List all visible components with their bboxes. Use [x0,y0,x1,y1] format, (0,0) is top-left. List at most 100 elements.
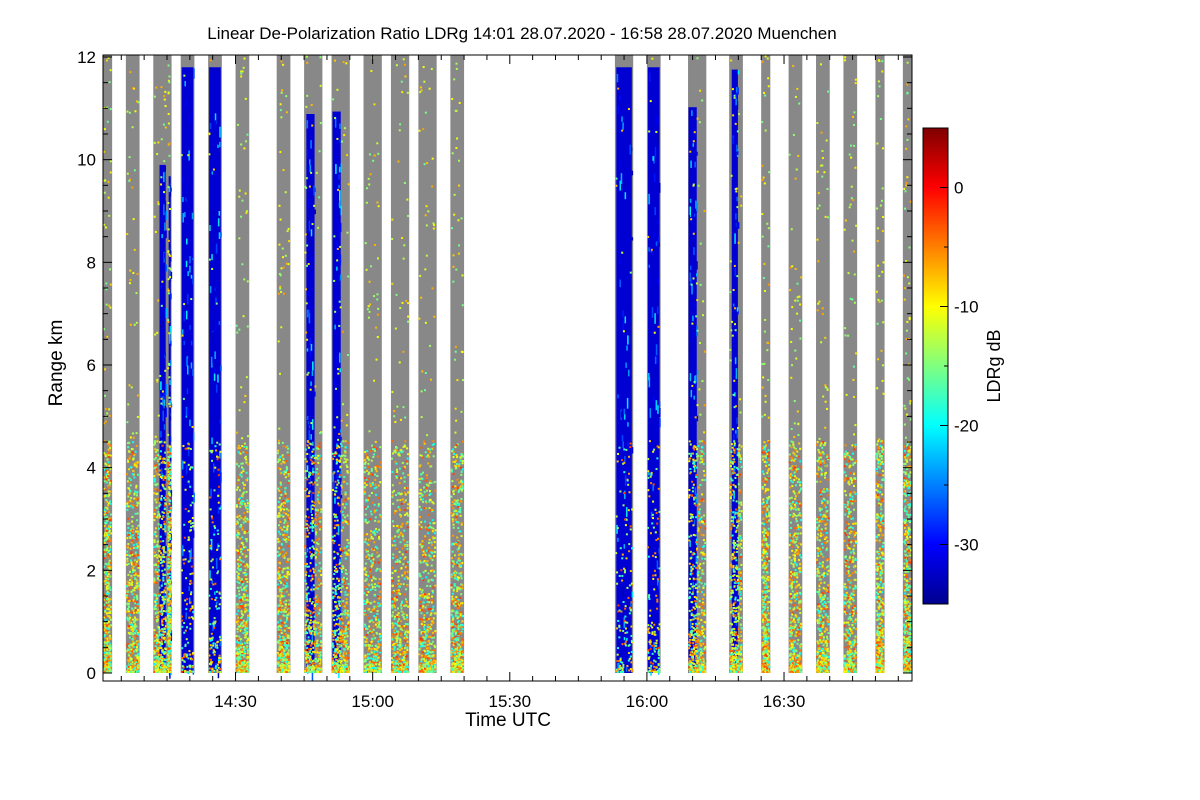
data-pixel [334,614,337,617]
data-pixel [153,512,156,515]
cloud-pixel [212,621,214,631]
data-pixel [211,667,214,670]
data-pixel [242,481,245,484]
data-pixel [245,668,248,671]
cloud-pixel [165,546,167,556]
data-pixel [169,654,172,657]
data-pixel [168,594,171,597]
data-pixel [104,610,107,613]
cloud-pixel [161,234,163,239]
data-pixel [154,647,157,650]
data-pixel [109,668,112,671]
data-pixel [157,670,160,673]
data-pixel [243,451,246,454]
data-pixel [332,591,335,594]
data-pixel [191,572,194,575]
data-pixel [105,656,108,659]
data-pixel [104,407,107,410]
data-pixel [161,663,164,666]
data-pixel [277,572,280,575]
data-pixel [137,664,140,667]
data-pixel [136,473,139,476]
data-pixel [169,494,172,497]
data-pixel [278,639,281,642]
data-pixel [129,547,132,550]
data-pixel [315,666,318,669]
cloud-pixel [214,113,217,125]
data-pixel [184,558,187,561]
cloud-pixel [215,297,217,303]
data-pixel [135,321,138,324]
data-pixel [161,621,164,624]
data-pixel [103,509,106,512]
data-pixel [313,457,316,460]
data-pixel [236,613,239,616]
profile-strip [331,55,350,679]
data-pixel [126,501,129,504]
data-pixel [346,602,349,605]
data-pixel [168,523,171,526]
data-pixel [136,656,139,659]
data-pixel [109,653,112,656]
cloud-pixel [339,368,341,373]
data-pixel [154,333,157,336]
data-pixel [338,625,341,628]
data-pixel [167,451,170,454]
data-pixel [218,654,221,657]
data-pixel [285,262,288,265]
data-pixel [127,667,130,670]
data-pixel [244,506,247,509]
cloud-pixel [169,416,172,421]
data-pixel [309,647,312,650]
data-pixel [104,480,107,483]
data-pixel [280,494,283,497]
data-pixel [236,619,239,622]
data-pixel [306,665,309,668]
data-pixel [343,547,346,550]
data-pixel [108,666,111,669]
data-pixel [238,515,241,518]
cloud-pixel [186,356,188,367]
data-pixel [241,652,244,655]
data-pixel [306,529,309,532]
data-pixel [161,628,164,631]
data-pixel [160,636,163,639]
data-pixel [279,506,282,509]
data-pixel [168,536,171,539]
data-pixel [240,215,243,218]
cloud-pixel [185,310,188,320]
data-pixel [129,269,132,272]
data-pixel [156,514,159,517]
data-pixel [212,649,215,652]
data-pixel [167,511,170,514]
data-pixel [314,385,317,388]
profile-strip [208,55,223,679]
data-pixel [283,582,286,585]
data-pixel [339,654,342,657]
data-pixel [331,539,334,542]
cloud-pixel [192,530,195,538]
data-pixel [162,591,165,594]
data-pixel [282,292,285,295]
data-pixel [278,439,281,442]
data-pixel [245,620,248,623]
data-pixel [311,612,314,615]
data-pixel [285,660,288,663]
data-pixel [126,550,129,553]
data-pixel [127,600,130,603]
data-pixel [287,662,290,665]
data-pixel [131,566,134,569]
data-pixel [167,547,170,550]
data-pixel [109,552,112,555]
data-pixel [236,630,239,633]
data-pixel [103,539,106,542]
data-pixel [337,650,340,653]
data-pixel [157,527,160,530]
data-pixel [164,610,167,613]
cloud-pixel [187,293,189,305]
data-pixel [312,483,315,486]
data-pixel [130,628,133,631]
data-pixel [277,635,280,638]
data-pixel [284,567,287,570]
data-pixel [242,563,245,566]
